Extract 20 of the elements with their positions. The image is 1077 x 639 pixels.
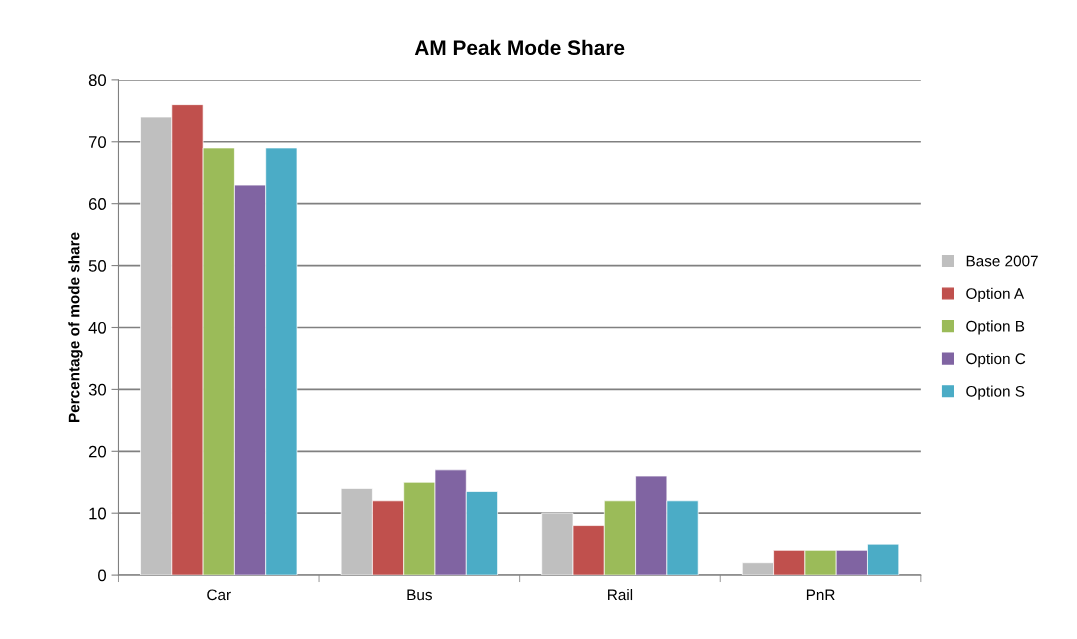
y-tick-label: 50 — [88, 259, 107, 272]
y-tick-label: 80 — [88, 74, 107, 87]
y-tick-label: 60 — [88, 198, 107, 210]
legend-label: Option S — [966, 385, 1025, 400]
y-tick-label: 70 — [88, 136, 107, 148]
chart-title: AM Peak Mode Share — [414, 39, 625, 56]
y-tick-label: 30 — [88, 383, 107, 396]
legend-label: Option C — [966, 352, 1026, 368]
x-tick-label: Car — [207, 589, 231, 601]
y-tick-label: 0 — [98, 569, 107, 582]
y-tick-label: 20 — [88, 445, 107, 458]
x-tick-label: Rail — [608, 588, 633, 601]
x-tick-label: Bus — [407, 589, 432, 601]
y-tick-label: 10 — [89, 507, 107, 520]
x-tick-label: PnR — [806, 589, 835, 601]
legend-label: Option A — [966, 287, 1025, 303]
y-axis-title: Percentage of mode share — [68, 232, 83, 422]
legend-label: Option B — [966, 320, 1025, 335]
y-tick-label: 40 — [88, 321, 107, 334]
legend-label: Base 2007 — [966, 255, 1038, 267]
